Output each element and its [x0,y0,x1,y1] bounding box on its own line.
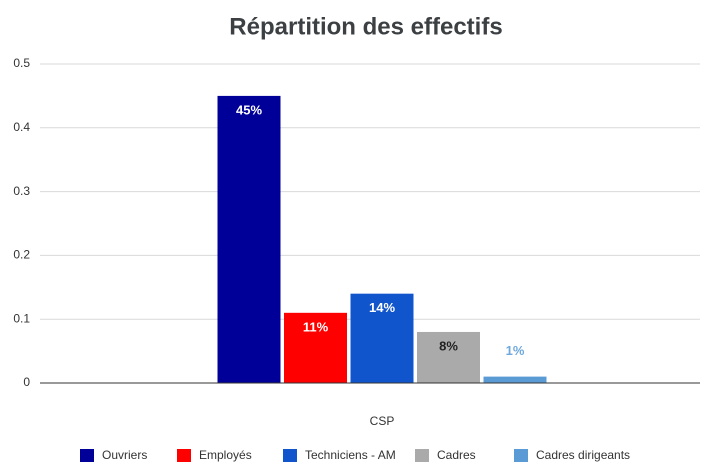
legend-swatch [283,449,297,462]
bar [417,331,480,383]
value-label: 8% [439,338,458,353]
bar [284,312,347,383]
bar [483,376,547,383]
legend-swatch [80,449,94,462]
value-label: 14% [369,300,395,315]
y-tick-label: 0.5 [13,56,30,70]
legend-label: Techniciens - AM [305,448,396,462]
legend-swatch [514,449,528,462]
y-tick-label: 0.1 [13,311,30,325]
bar [217,95,281,384]
y-tick-label: 0.3 [13,184,30,198]
legend-label: Ouvriers [102,448,147,462]
y-tick-label: 0.2 [13,248,30,262]
value-label: 1% [506,343,525,358]
legend-swatch [177,449,191,462]
bar [350,293,414,383]
value-label: 45% [236,102,262,117]
legend-label: Employés [199,448,252,462]
chart-title: Répartition des effectifs [229,13,502,40]
legend-label: Cadres [437,448,476,462]
y-tick-label: 0.4 [13,120,30,134]
legend-swatch [415,449,429,462]
legend-label: Cadres dirigeants [536,448,630,462]
x-axis-label: CSP [370,414,395,428]
value-label: 11% [303,319,329,334]
y-tick-label: 0 [23,375,30,389]
